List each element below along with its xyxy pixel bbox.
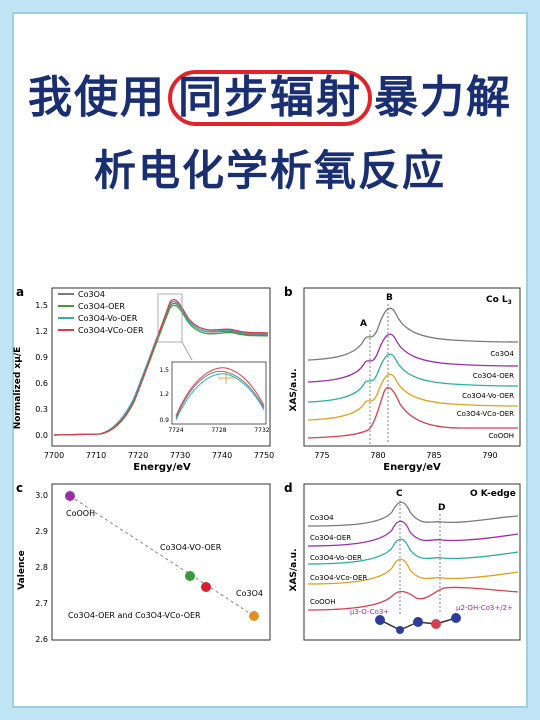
panel-b-axes [303, 287, 521, 447]
c-label-vo: Co3O4-VO-OER [160, 543, 222, 552]
a-legend-item: Co3O4-VCo-OER [78, 326, 144, 335]
a-inset-xtick: 7724 [168, 427, 183, 434]
panel-a-xlabel: Energy/eV [133, 462, 191, 473]
a-legend-item: Co3O4-OER [78, 302, 125, 311]
d-series-label: Co3O4-Vo-OER [310, 554, 362, 562]
d-peak-d: D [438, 503, 445, 513]
b-series-label: Co3O4 [490, 350, 514, 358]
a-xtick: 7750 [254, 451, 274, 460]
panel-a-label: a [16, 285, 24, 299]
panel-c-label: c [16, 481, 23, 495]
panel-a-ylabel: Normalized xμ/E [13, 347, 23, 430]
c-ytick: 3.0 [35, 491, 48, 500]
headline-line-2: 析电化学析氧反应 [93, 146, 446, 195]
d-annot-left: μ3-O-Co3+ [350, 608, 389, 616]
a-xtick: 7700 [44, 451, 64, 460]
a-inset-ytick: 1.2 [159, 391, 169, 398]
b-xtick: 790 [482, 451, 497, 460]
d-series-label: Co3O4 [310, 514, 334, 522]
a-ytick: 0.0 [35, 431, 48, 440]
d-annot-right: μ2-OH-Co3+/2+ [456, 604, 513, 612]
a-inset-ytick: 1.5 [159, 367, 169, 374]
panel-c: c Valence 3.0 2.9 2.8 2.7 2.6 CoOOH Co3O… [16, 481, 271, 644]
c-label-cooh: CoOOH [66, 509, 95, 518]
a-ytick: 0.6 [35, 379, 48, 388]
panel-a-yticks: 0.0 0.3 0.6 0.9 1.2 1.5 [35, 301, 48, 440]
a-xtick: 7720 [128, 451, 148, 460]
b-series-label: Co3O4-VCo-OER [457, 410, 514, 418]
c-ytick: 2.6 [35, 635, 48, 644]
d-series-label: CoOOH [310, 598, 335, 606]
panel-d-ylabel: XAS/a.u. [289, 549, 299, 592]
a-xtick: 7710 [86, 451, 106, 460]
a-xtick: 7730 [170, 451, 190, 460]
panel-b-xlabel: Energy/eV [383, 462, 441, 473]
d-series-label: Co3O4-OER [310, 534, 351, 542]
c-ytick: 2.9 [35, 527, 48, 536]
panel-b: b XAS/a.u. Co L3 A B Co3O4 Co3O4-OER Co3… [284, 285, 521, 473]
b-xtick: 775 [314, 451, 329, 460]
a-zoom-box [157, 293, 183, 343]
a-ytick: 1.5 [35, 301, 48, 310]
headline-post: 暴力解 [374, 72, 512, 123]
a-inset-xtick: 7728 [211, 427, 226, 434]
c-ytick: 2.7 [35, 599, 48, 608]
headline-highlight: 同步辐射 [168, 70, 372, 126]
panel-a-xticks: 7700 7710 7720 7730 7740 7750 [44, 451, 274, 460]
panel-b-label: b [284, 285, 293, 299]
b-peak-b: B [386, 293, 393, 303]
panel-a-legend: Co3O4 Co3O4-OER Co3O4-Vo-OER Co3O4-VCo-O… [58, 290, 144, 335]
b-xtick: 785 [426, 451, 441, 460]
panel-b-title: Co L3 [486, 295, 512, 306]
a-ytick: 0.9 [35, 353, 48, 362]
c-point-vo [185, 571, 195, 581]
c-point-co3o4 [249, 611, 259, 621]
b-series-label: Co3O4-Vo-OER [462, 392, 514, 400]
panel-d-axes [303, 483, 521, 641]
a-legend-item: Co3O4-Vo-OER [78, 314, 138, 323]
b-series-label: CoOOH [489, 432, 514, 440]
a-ytick: 1.2 [35, 327, 48, 336]
figure: a Normalized xμ/E 0.0 0.3 0.6 0.9 1.2 1.… [13, 285, 521, 644]
panel-b-ylabel: XAS/a.u. [289, 369, 299, 412]
c-point-mixed [201, 582, 211, 592]
c-label-co3o4: Co3O4 [236, 589, 263, 598]
a-curve-co3o4-vco-oer [53, 299, 269, 436]
a-inset-xtick: 7732 [254, 427, 269, 434]
panel-a: a Normalized xμ/E 0.0 0.3 0.6 0.9 1.2 1.… [13, 285, 274, 473]
panel-d-title: O K-edge [470, 489, 516, 499]
panel-c-axes [51, 483, 271, 641]
a-legend-item: Co3O4 [78, 290, 105, 299]
b-series-label: Co3O4-OER [473, 372, 514, 380]
b-xtick: 780 [370, 451, 385, 460]
a-curve-co3o4-vo-oer [53, 301, 269, 436]
a-inset-ytick: 0.9 [159, 417, 169, 424]
d-molecule [375, 613, 461, 634]
c-ytick: 2.8 [35, 563, 48, 572]
headline-pre: 我使用 [28, 72, 166, 123]
b-peak-a: A [360, 319, 367, 329]
c-label-mixed: Co3O4-OER and Co3O4-VCo-OER [68, 611, 201, 620]
c-point-cooh [65, 491, 75, 501]
d-peak-c: C [396, 489, 403, 499]
panel-d: d XAS/a.u. O K-edge C D Co3O4 Co3O4-OER … [284, 481, 521, 641]
panel-a-axes [51, 287, 271, 447]
panel-c-ylabel: Valence [17, 550, 27, 590]
headline: 我使用 同步辐射 暴力解 析电化学析氧反应 [0, 70, 540, 192]
a-xtick: 7740 [212, 451, 232, 460]
a-ytick: 0.3 [35, 405, 48, 414]
d-series-label: Co3O4-VCo-OER [310, 574, 367, 582]
headline-line-1: 我使用 同步辐射 暴力解 [0, 70, 540, 126]
panel-d-label: d [284, 481, 293, 495]
